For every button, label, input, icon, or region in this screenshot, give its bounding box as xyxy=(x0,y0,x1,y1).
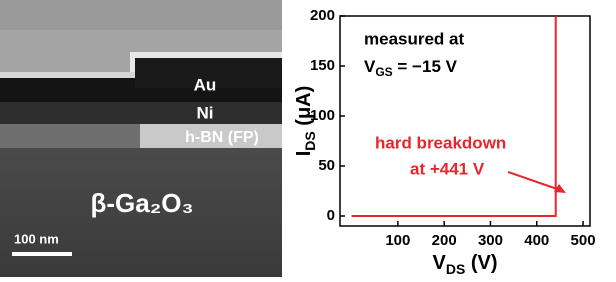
substrate-label: β-Ga₂O₃ xyxy=(90,188,193,218)
y-tick-label: 0 xyxy=(327,207,335,224)
layer-label: Au xyxy=(194,75,217,94)
layer-label: h-BN (FP) xyxy=(185,129,259,146)
x-tick-label: 100 xyxy=(385,232,410,249)
annotation: measured at xyxy=(364,29,464,48)
layer-label: Ni xyxy=(197,103,214,122)
y-tick-label: 150 xyxy=(310,57,335,74)
x-tick-label: 500 xyxy=(571,232,596,249)
figure: Au Ni h-BN (FP) β-Ga₂O₃ 100 nm measured … xyxy=(0,0,616,277)
y-tick-label: 50 xyxy=(318,157,335,174)
chart: measured at VGS = −15 V hard breakdown a… xyxy=(293,7,595,277)
x-tick-label: 200 xyxy=(432,232,457,249)
annotation: at +441 V xyxy=(410,159,485,178)
tem-image: Au Ni h-BN (FP) β-Ga₂O₃ 100 nm xyxy=(0,0,282,277)
x-tick-label: 300 xyxy=(478,232,503,249)
x-axis-label: VDS (V) xyxy=(432,252,497,276)
y-tick-label: 100 xyxy=(310,107,335,124)
page: Au Ni h-BN (FP) β-Ga₂O₃ 100 nm measured … xyxy=(0,0,616,277)
arrow xyxy=(508,172,560,190)
x-tick-label: 400 xyxy=(524,232,549,249)
annotation: hard breakdown xyxy=(375,133,506,152)
y-tick-label: 200 xyxy=(310,7,335,24)
annotation: VGS = −15 V xyxy=(364,57,458,79)
scale-bar-label: 100 nm xyxy=(14,231,59,246)
